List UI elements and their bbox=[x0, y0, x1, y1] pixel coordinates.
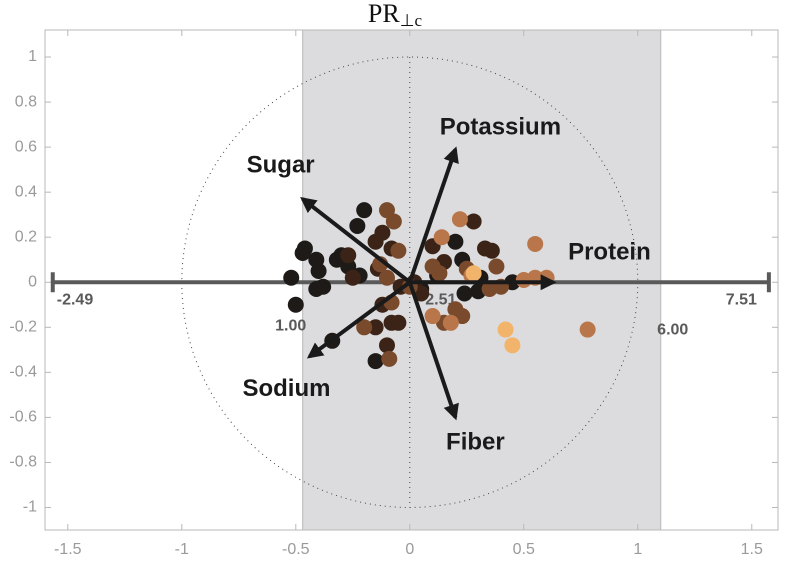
point bbox=[356, 202, 373, 219]
x-tick-label: 1 bbox=[633, 541, 642, 558]
point bbox=[310, 262, 327, 279]
point bbox=[431, 265, 448, 282]
point bbox=[296, 240, 313, 257]
x-tick-label: 0 bbox=[405, 541, 414, 558]
x-tick-label: -1.5 bbox=[54, 541, 82, 558]
point bbox=[308, 281, 325, 298]
loading-arrow bbox=[300, 196, 412, 284]
x-tick-label: -0.5 bbox=[282, 541, 310, 558]
calibrated-tick-label: -2.49 bbox=[57, 291, 94, 308]
y-tick-label: -0.2 bbox=[9, 319, 37, 336]
point bbox=[433, 229, 450, 246]
title-main: PR bbox=[368, 0, 400, 28]
point bbox=[283, 269, 300, 286]
y-tick-label: 0.4 bbox=[15, 183, 37, 200]
point bbox=[340, 247, 357, 264]
point bbox=[287, 296, 304, 313]
point bbox=[488, 258, 505, 275]
point bbox=[442, 314, 459, 331]
point bbox=[527, 235, 544, 252]
point bbox=[451, 211, 468, 228]
arrow-label: Sodium bbox=[242, 375, 330, 402]
y-tick-label: 1 bbox=[28, 48, 37, 65]
y-tick-label: -0.4 bbox=[9, 364, 37, 381]
point bbox=[579, 321, 596, 338]
point bbox=[465, 265, 482, 282]
arrow-label: Potassium bbox=[440, 114, 561, 141]
x-tick-label: 1.5 bbox=[741, 541, 763, 558]
title-subscript: ⊥c bbox=[400, 11, 423, 30]
point bbox=[381, 350, 398, 367]
arrow-label: Fiber bbox=[446, 429, 505, 456]
loading-arrow bbox=[407, 146, 459, 283]
point bbox=[497, 321, 514, 338]
y-tick-label: -0.6 bbox=[9, 409, 37, 426]
point bbox=[367, 319, 384, 336]
calibrated-tick-label: 2.51 bbox=[425, 291, 456, 308]
calibrated-tick-label: 7.51 bbox=[726, 291, 757, 308]
point bbox=[504, 337, 521, 354]
point bbox=[456, 285, 473, 302]
point bbox=[356, 319, 373, 336]
point bbox=[424, 308, 441, 325]
chart-title: PR⊥c bbox=[368, 0, 423, 30]
point bbox=[447, 233, 464, 250]
point bbox=[390, 314, 407, 331]
calibrated-tick-label: 6.00 bbox=[657, 321, 688, 338]
calibrated-tick-label: 1.00 bbox=[275, 317, 306, 334]
y-tick-label: -0.8 bbox=[9, 454, 37, 471]
plot-frame bbox=[44, 29, 779, 531]
point bbox=[483, 242, 500, 259]
y-tick-label: -1 bbox=[23, 499, 37, 516]
y-tick-label: 0 bbox=[28, 273, 37, 290]
point bbox=[390, 242, 407, 259]
arrow-label: Protein bbox=[568, 239, 651, 266]
point bbox=[374, 224, 391, 241]
arrow-label: Sugar bbox=[247, 151, 315, 178]
loading-arrow bbox=[306, 280, 411, 359]
point bbox=[378, 337, 395, 354]
y-tick-label: 0.8 bbox=[15, 93, 37, 110]
x-tick-label: 0.5 bbox=[513, 541, 535, 558]
point bbox=[465, 213, 482, 230]
loading-arrow bbox=[407, 281, 459, 421]
point bbox=[349, 217, 366, 234]
point bbox=[378, 269, 395, 286]
point bbox=[367, 353, 384, 370]
y-tick-label: 0.2 bbox=[15, 228, 37, 245]
y-tick-label: 0.6 bbox=[15, 138, 37, 155]
x-tick-label: -1 bbox=[175, 541, 189, 558]
point bbox=[385, 213, 402, 230]
point bbox=[344, 269, 361, 286]
